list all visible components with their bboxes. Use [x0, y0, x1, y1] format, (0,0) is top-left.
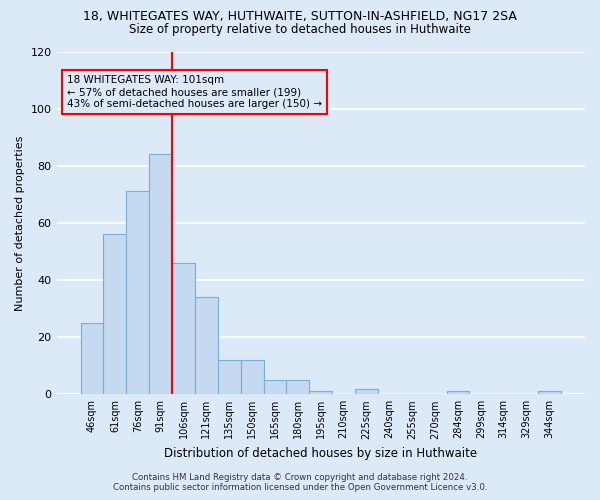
Bar	[80, 323, 103, 394]
Bar	[538, 392, 561, 394]
Bar	[310, 392, 332, 394]
Bar	[218, 360, 241, 394]
Text: 18, WHITEGATES WAY, HUTHWAITE, SUTTON-IN-ASHFIELD, NG17 2SA: 18, WHITEGATES WAY, HUTHWAITE, SUTTON-IN…	[83, 10, 517, 23]
Bar	[195, 297, 218, 394]
Text: Size of property relative to detached houses in Huthwaite: Size of property relative to detached ho…	[129, 22, 471, 36]
Y-axis label: Number of detached properties: Number of detached properties	[15, 135, 25, 310]
Text: 18 WHITEGATES WAY: 101sqm
← 57% of detached houses are smaller (199)
43% of semi: 18 WHITEGATES WAY: 101sqm ← 57% of detac…	[67, 76, 322, 108]
Bar	[103, 234, 127, 394]
Bar	[355, 388, 378, 394]
Bar	[241, 360, 263, 394]
Bar	[263, 380, 286, 394]
Bar	[149, 154, 172, 394]
Bar	[446, 392, 469, 394]
Bar	[172, 263, 195, 394]
X-axis label: Distribution of detached houses by size in Huthwaite: Distribution of detached houses by size …	[164, 447, 478, 460]
Text: Contains HM Land Registry data © Crown copyright and database right 2024.
Contai: Contains HM Land Registry data © Crown c…	[113, 473, 487, 492]
Bar	[286, 380, 310, 394]
Bar	[127, 192, 149, 394]
